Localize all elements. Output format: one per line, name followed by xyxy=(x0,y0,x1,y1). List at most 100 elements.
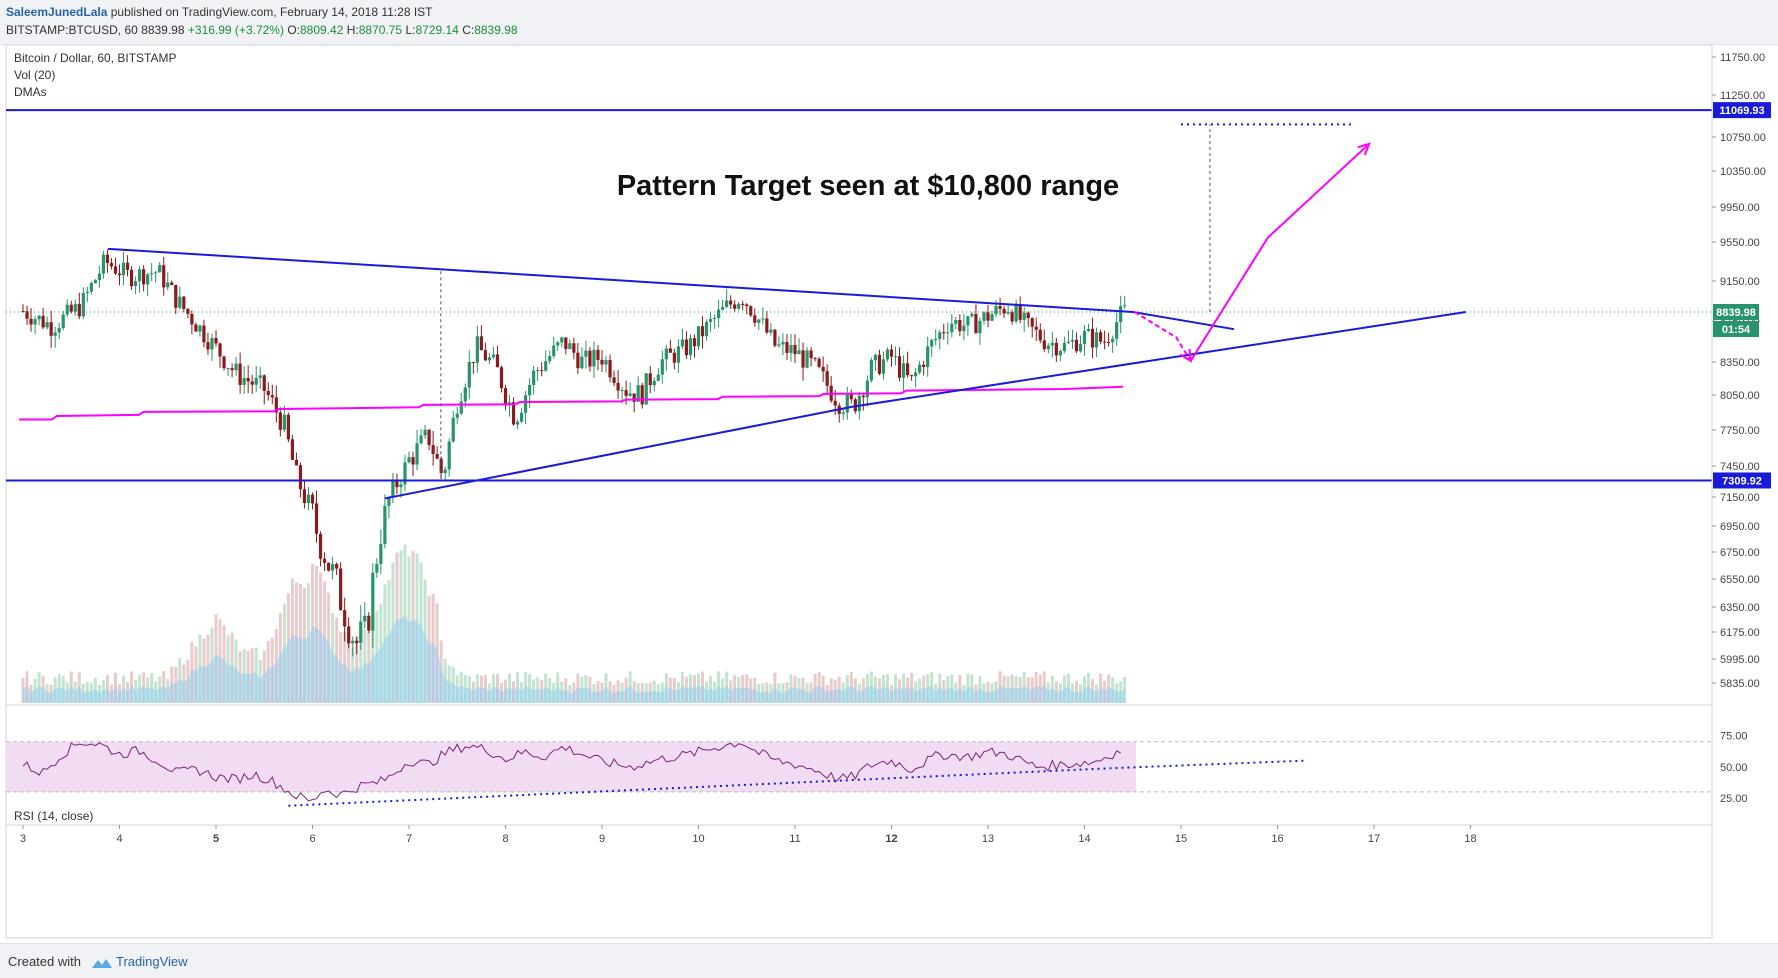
candle-body xyxy=(174,284,178,308)
time-tick-label: 7 xyxy=(406,833,412,845)
time-tick-label: 17 xyxy=(1368,833,1380,845)
candle-body xyxy=(483,350,487,361)
candle-body xyxy=(73,303,77,312)
candle-body xyxy=(331,564,335,571)
candle-body xyxy=(841,412,845,414)
candle-body xyxy=(503,388,508,404)
candle-body xyxy=(1018,305,1022,320)
candle-body xyxy=(254,377,258,385)
candle-body xyxy=(427,429,431,446)
candle-body xyxy=(234,363,238,371)
level-price-label: 11069.93 xyxy=(1719,105,1764,117)
candle-body xyxy=(339,568,343,611)
projection-arrow xyxy=(1189,143,1370,362)
candle-body xyxy=(873,354,878,361)
candle-body xyxy=(266,390,270,396)
published-text: published on TradingView.com, February 1… xyxy=(110,5,433,19)
candle-body xyxy=(455,413,459,418)
candle-body xyxy=(435,454,439,459)
candle-body xyxy=(278,412,282,430)
candle-body xyxy=(487,357,492,361)
candle-body xyxy=(182,296,186,309)
candle-body xyxy=(889,349,894,357)
candle-body xyxy=(214,337,218,344)
candle-body xyxy=(129,269,134,287)
candle-body xyxy=(680,339,685,347)
candle-body xyxy=(857,395,861,412)
candle-body xyxy=(29,318,33,325)
candle-body xyxy=(954,319,958,324)
time-tick-label: 5 xyxy=(213,833,219,845)
candle-body xyxy=(1119,306,1123,323)
candle-body xyxy=(45,322,49,328)
candle-body xyxy=(270,395,274,398)
candle-body xyxy=(604,359,608,365)
close-label: C: xyxy=(462,23,475,37)
candle-body xyxy=(1082,331,1087,344)
countdown-label: 01:54 xyxy=(1722,324,1751,336)
trendlines-layer xyxy=(6,109,1712,500)
candle-body xyxy=(290,439,294,460)
candle-body xyxy=(403,462,407,485)
candle-body xyxy=(210,337,214,350)
candle-body xyxy=(588,350,592,367)
candle-body xyxy=(101,254,106,274)
candle-body xyxy=(592,349,596,367)
candle-body xyxy=(572,343,576,353)
candle-body xyxy=(1098,332,1103,342)
price-tick-label: 11750.00 xyxy=(1720,52,1765,64)
candle-body xyxy=(552,345,556,357)
rsi-tick-label: 25.00 xyxy=(1720,793,1748,805)
candle-body xyxy=(692,338,697,347)
candle-body xyxy=(363,615,367,622)
candle-body xyxy=(1070,339,1075,342)
candle-body xyxy=(817,358,821,367)
candle-body xyxy=(61,314,65,329)
candle-body xyxy=(423,429,427,436)
candle-body xyxy=(901,363,906,378)
candle-body xyxy=(198,325,202,332)
legend-dmas: DMAs xyxy=(14,85,47,99)
price-tick-label: 5995.00 xyxy=(1720,654,1760,666)
candle-body xyxy=(166,282,170,288)
candle-body xyxy=(310,494,315,504)
candle-body xyxy=(1030,318,1034,327)
candle-body xyxy=(733,304,737,309)
candle-body xyxy=(612,377,616,383)
candle-body xyxy=(411,457,415,465)
price-tick-label: 6750.00 xyxy=(1720,547,1760,559)
close-value: 8839.98 xyxy=(474,23,518,37)
ascending-trendline xyxy=(384,311,1466,500)
candle-body xyxy=(57,328,61,333)
chart-canvas[interactable]: 75.00 50.00 25.00 11750.00 11250.00 10750.00… xyxy=(0,45,1778,943)
candle-body xyxy=(644,373,648,405)
candle-body xyxy=(178,296,182,308)
projection-arrowhead xyxy=(1357,142,1371,156)
candle-body xyxy=(395,480,399,488)
candle-body xyxy=(222,356,226,369)
tradingview-brand[interactable]: TradingView xyxy=(116,954,188,969)
candle-body xyxy=(801,350,805,368)
current-price-label: 8839.98 xyxy=(1716,307,1756,319)
level-price-tag xyxy=(1713,102,1771,119)
candle-body xyxy=(805,350,809,368)
candle-body xyxy=(556,342,560,346)
author-link[interactable]: SaleemJunedLala xyxy=(6,5,108,19)
candle-body xyxy=(282,414,286,430)
candle-body xyxy=(536,370,540,372)
time-tick-label: 15 xyxy=(1175,833,1187,845)
candle-body xyxy=(528,384,532,396)
candle-body xyxy=(117,273,122,276)
rsi-tick-label: 75.00 xyxy=(1720,731,1748,743)
candle-body xyxy=(1022,312,1026,320)
time-tick-label: 18 xyxy=(1464,833,1476,845)
candle-body xyxy=(238,363,242,385)
candle-body xyxy=(1086,328,1091,332)
candle-body xyxy=(274,397,278,413)
candle-body xyxy=(564,337,568,349)
candle-body xyxy=(105,254,110,264)
symbol-ohlc-line: BITSTAMP:BTCUSD, 60 8839.98 +316.99 (+3.… xyxy=(6,23,518,37)
candle-body xyxy=(777,344,781,346)
candle-body xyxy=(986,312,990,321)
candle-body xyxy=(853,399,857,412)
